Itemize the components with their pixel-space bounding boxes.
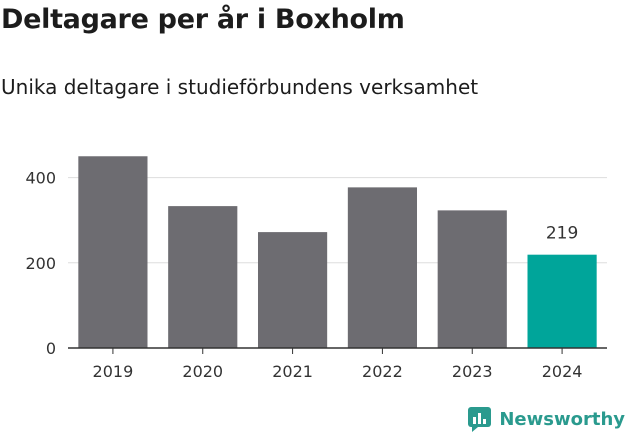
x-tick-label: 2023 [452, 362, 493, 381]
x-tick-label: 2024 [542, 362, 583, 381]
x-tick-label: 2021 [272, 362, 313, 381]
chart-title: Deltagare per år i Boxholm [1, 4, 405, 35]
bar-2023 [437, 210, 507, 348]
bar-2019 [78, 156, 148, 348]
data-labels: 219 [546, 224, 578, 244]
brand-name: Newsworthy [499, 408, 625, 430]
x-tick-label: 2022 [362, 362, 403, 381]
bar-2024 [527, 254, 597, 348]
newsworthy-logo-icon [468, 407, 492, 432]
bar-2021 [257, 232, 328, 348]
newsworthy-logo: Newsworthy [467, 406, 625, 432]
chart-subtitle: Unika deltagare i studieförbundens verks… [1, 75, 479, 99]
x-axis-ticks: 2019 2020 2021 2022 2023 2024 [93, 348, 583, 381]
y-tick-label: 200 [25, 254, 56, 273]
bar-2022 [347, 187, 418, 348]
x-tick-label: 2020 [182, 362, 223, 381]
y-axis-ticks: 0 200 400 [25, 169, 56, 358]
bar-2020 [168, 206, 238, 348]
y-tick-label: 0 [46, 339, 56, 358]
y-tick-label: 400 [25, 169, 56, 188]
x-tick-label: 2019 [93, 362, 134, 381]
grid-lines [68, 177, 607, 264]
data-label: 219 [546, 224, 578, 244]
bars [78, 156, 597, 348]
